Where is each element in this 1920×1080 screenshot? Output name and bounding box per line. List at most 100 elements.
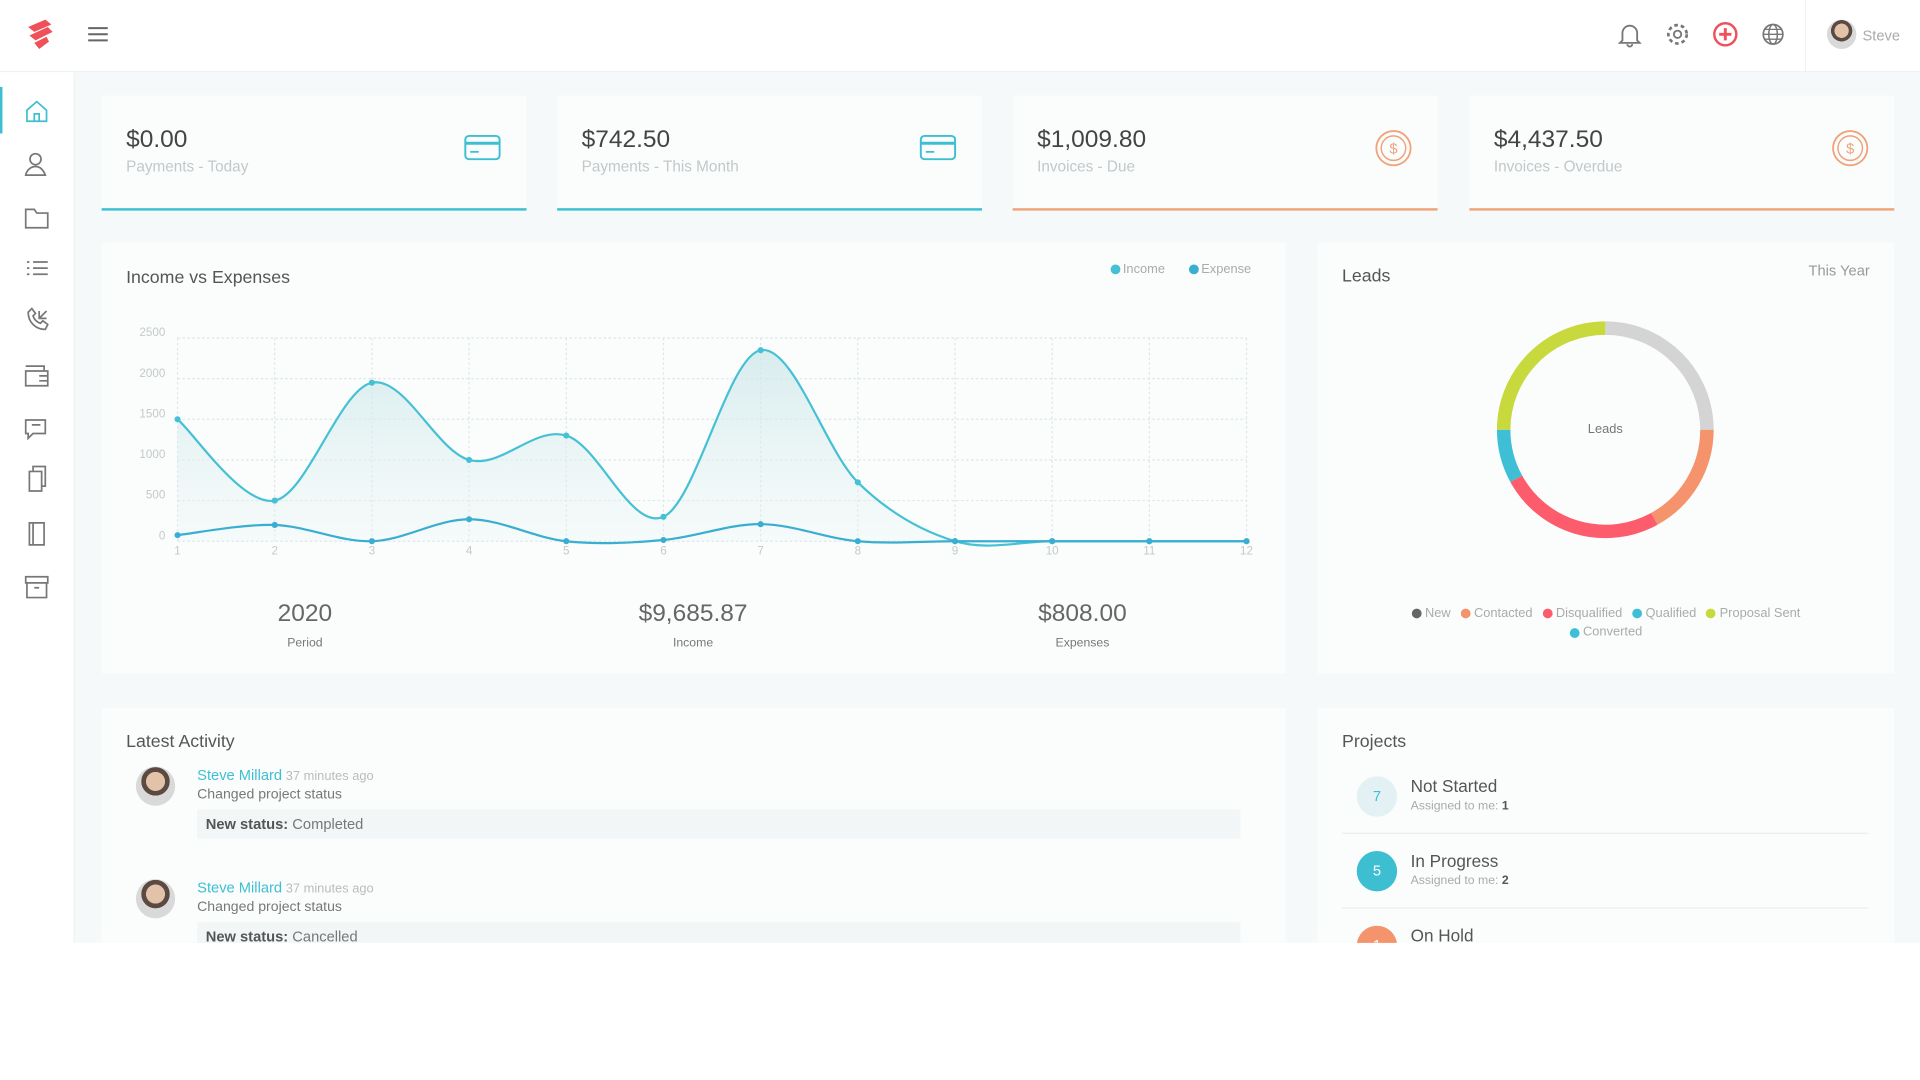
x-tick-label: 4	[466, 545, 473, 558]
stat-card: $0.00 Payments - Today	[101, 95, 527, 211]
point	[466, 456, 473, 463]
notifications[interactable]	[1616, 21, 1643, 48]
summary-label: Expenses	[1055, 636, 1110, 651]
leads-period[interactable]: This Year	[1808, 262, 1870, 280]
x-tick-label: 7	[757, 545, 763, 558]
activity-user[interactable]: Steve Millard	[197, 879, 283, 897]
project-count: 7	[1356, 776, 1398, 817]
avatar	[135, 879, 176, 919]
activity-user[interactable]: Steve Millard	[197, 766, 283, 784]
menu-button[interactable]	[87, 24, 109, 44]
svg-text:$: $	[1389, 142, 1397, 158]
point	[368, 379, 375, 386]
donut-center-label: Leads	[1588, 421, 1623, 436]
legend-marker	[1188, 264, 1199, 275]
stat-label: Payments - This Month	[581, 157, 739, 176]
legend-marker	[1706, 608, 1716, 619]
avatar	[135, 766, 176, 806]
activity-item: Steve Millard 37 minutes ago Changed proje…	[135, 879, 1253, 943]
summary-label: Period	[287, 636, 323, 651]
sidebar	[0, 72, 75, 943]
chart-title: Income vs Expenses	[126, 268, 290, 288]
legend-item[interactable]: Contacted	[1460, 604, 1533, 622]
projects-title: Projects	[1342, 732, 1407, 752]
project-name: On Hold	[1410, 925, 1474, 943]
x-tick-label: 5	[563, 545, 569, 558]
donut-segment	[1605, 321, 1714, 430]
donut-segment	[1510, 475, 1658, 539]
user-name[interactable]: Steve	[1862, 26, 1901, 45]
stat-card: $742.50 Payments - This Month	[557, 95, 983, 211]
summary-value: $9,685.87	[638, 600, 748, 627]
status-value: Cancelled	[292, 928, 358, 943]
point	[660, 513, 667, 520]
y-tick-label: 500	[146, 489, 166, 502]
summary-value: 2020	[277, 600, 333, 627]
project-assigned: Assigned to me: 1	[1411, 800, 1509, 813]
quick-create[interactable]	[1711, 20, 1740, 49]
assigned-count: 2	[1501, 874, 1509, 888]
project-row[interactable]: 7 Not Started Assigned to me: 1	[1342, 759, 1869, 834]
assigned-label: Assigned to me:	[1410, 874, 1499, 888]
activity-name[interactable]: Steve Millard 37 minutes ago	[197, 767, 374, 784]
leads-card: Leads This Year Leads New Contacted Disqua…	[1317, 242, 1895, 674]
language[interactable]	[1760, 21, 1787, 48]
point	[466, 516, 473, 523]
header: Steve	[0, 0, 1920, 73]
point	[660, 536, 667, 544]
settings[interactable]	[1664, 21, 1691, 48]
activity-name[interactable]: Steve Millard 37 minutes ago	[197, 879, 374, 896]
legend-item[interactable]: Proposal Sent	[1706, 604, 1800, 622]
activity-status: New status: Completed	[197, 809, 1241, 839]
activity-card: Latest Activity Steve Millard 37 minutes …	[101, 707, 1286, 943]
legend-label: Expense	[1201, 261, 1251, 276]
user-avatar[interactable]	[1826, 19, 1857, 49]
leads-legend: New Contacted Disqualified Qualified Proposa…	[1367, 604, 1846, 642]
legend-marker	[1632, 608, 1642, 619]
x-tick-label: 9	[952, 545, 958, 558]
x-tick-label: 12	[1240, 545, 1253, 558]
legend-item[interactable]: Converted	[1569, 623, 1642, 641]
project-row[interactable]: 1On HoldAssigned to me: 0	[1342, 909, 1869, 943]
legend-marker	[1110, 264, 1121, 275]
activity-action: Changed project status	[197, 900, 342, 915]
point	[1146, 538, 1153, 545]
stat-icon	[464, 134, 501, 161]
point	[1243, 538, 1250, 545]
legend-item[interactable]: Qualified	[1632, 604, 1696, 622]
x-tick-label: 8	[855, 545, 861, 558]
x-tick-label: 2	[271, 545, 277, 558]
stat-label: Payments - Today	[126, 157, 249, 176]
donut-chart: Leads	[1496, 321, 1714, 539]
status-label: New status:	[205, 815, 289, 833]
project-row[interactable]: 5 In Progress Assigned to me: 2	[1342, 834, 1869, 909]
point	[1049, 538, 1056, 545]
nav-icons[interactable]	[22, 97, 51, 611]
point	[271, 497, 278, 504]
legend-item[interactable]: New	[1411, 604, 1451, 622]
donut-segment	[1650, 429, 1714, 525]
stat-label: Invoices - Overdue	[1493, 157, 1623, 176]
x-tick-label: 11	[1143, 545, 1155, 558]
point	[271, 521, 278, 529]
activity-time: 37 minutes ago	[285, 768, 374, 784]
stat-value: $1,009.80	[1037, 126, 1147, 154]
point	[563, 432, 570, 439]
point	[757, 521, 764, 528]
line	[177, 518, 1247, 545]
divider	[1804, 0, 1807, 72]
activity-item: Steve Millard 37 minutes ago Changed proje…	[135, 766, 1253, 853]
stat-icon: $	[1375, 130, 1412, 167]
assigned-label: Assigned to me:	[1410, 799, 1499, 814]
legend-item[interactable]: Disqualified	[1542, 604, 1622, 622]
y-tick-label: 1500	[139, 407, 165, 420]
legend-label: New	[1424, 605, 1451, 621]
summary-value: $808.00	[1038, 600, 1127, 627]
activity-time: 37 minutes ago	[285, 881, 374, 897]
stat-value: $4,437.50	[1493, 126, 1603, 154]
project-name: Not Started	[1410, 776, 1498, 796]
legend-label: Contacted	[1473, 605, 1533, 621]
project-assigned: Assigned to me: 2	[1411, 874, 1509, 887]
point	[951, 538, 959, 545]
